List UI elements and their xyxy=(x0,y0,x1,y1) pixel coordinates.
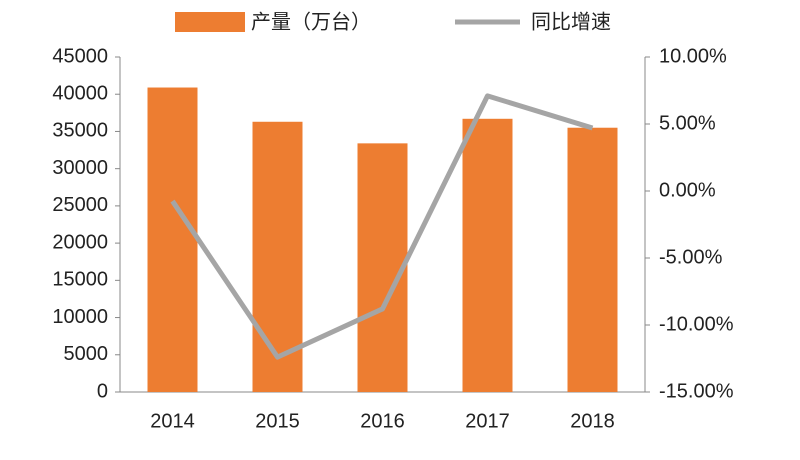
y2-tick-label: -15.00% xyxy=(659,380,734,402)
bar xyxy=(147,87,198,393)
y-tick-label: 20000 xyxy=(52,231,108,253)
y-tick-label: 30000 xyxy=(52,157,108,179)
y-tick-label: 5000 xyxy=(64,343,109,365)
bar xyxy=(462,118,513,393)
y-tick-label: 25000 xyxy=(52,194,108,216)
legend-label: 同比增速 xyxy=(531,10,611,33)
y-tick-label: 10000 xyxy=(52,306,108,328)
legend-swatch xyxy=(175,12,245,32)
x-tick-label: 2014 xyxy=(150,410,195,432)
x-tick-label: 2016 xyxy=(360,410,405,432)
x-tick-label: 2015 xyxy=(255,410,300,432)
y2-tick-label: 5.00% xyxy=(659,112,716,134)
y-tick-label: 40000 xyxy=(52,83,108,105)
y2-tick-label: -10.00% xyxy=(659,313,734,335)
y-tick-label: 45000 xyxy=(52,45,108,67)
y-tick-label: 15000 xyxy=(52,269,108,291)
y-tick-label: 0 xyxy=(97,380,108,402)
line-series xyxy=(170,93,594,360)
y-tick-label: 35000 xyxy=(52,120,108,142)
y2-tick-label: 10.00% xyxy=(659,45,727,67)
legend-label: 产量（万台） xyxy=(251,10,371,33)
bar xyxy=(357,143,408,392)
x-tick-label: 2017 xyxy=(465,410,510,432)
x-tick-label: 2018 xyxy=(570,410,615,432)
y2-tick-label: 0.00% xyxy=(659,179,716,201)
y2-tick-label: -5.00% xyxy=(659,246,723,268)
bar xyxy=(567,127,618,392)
